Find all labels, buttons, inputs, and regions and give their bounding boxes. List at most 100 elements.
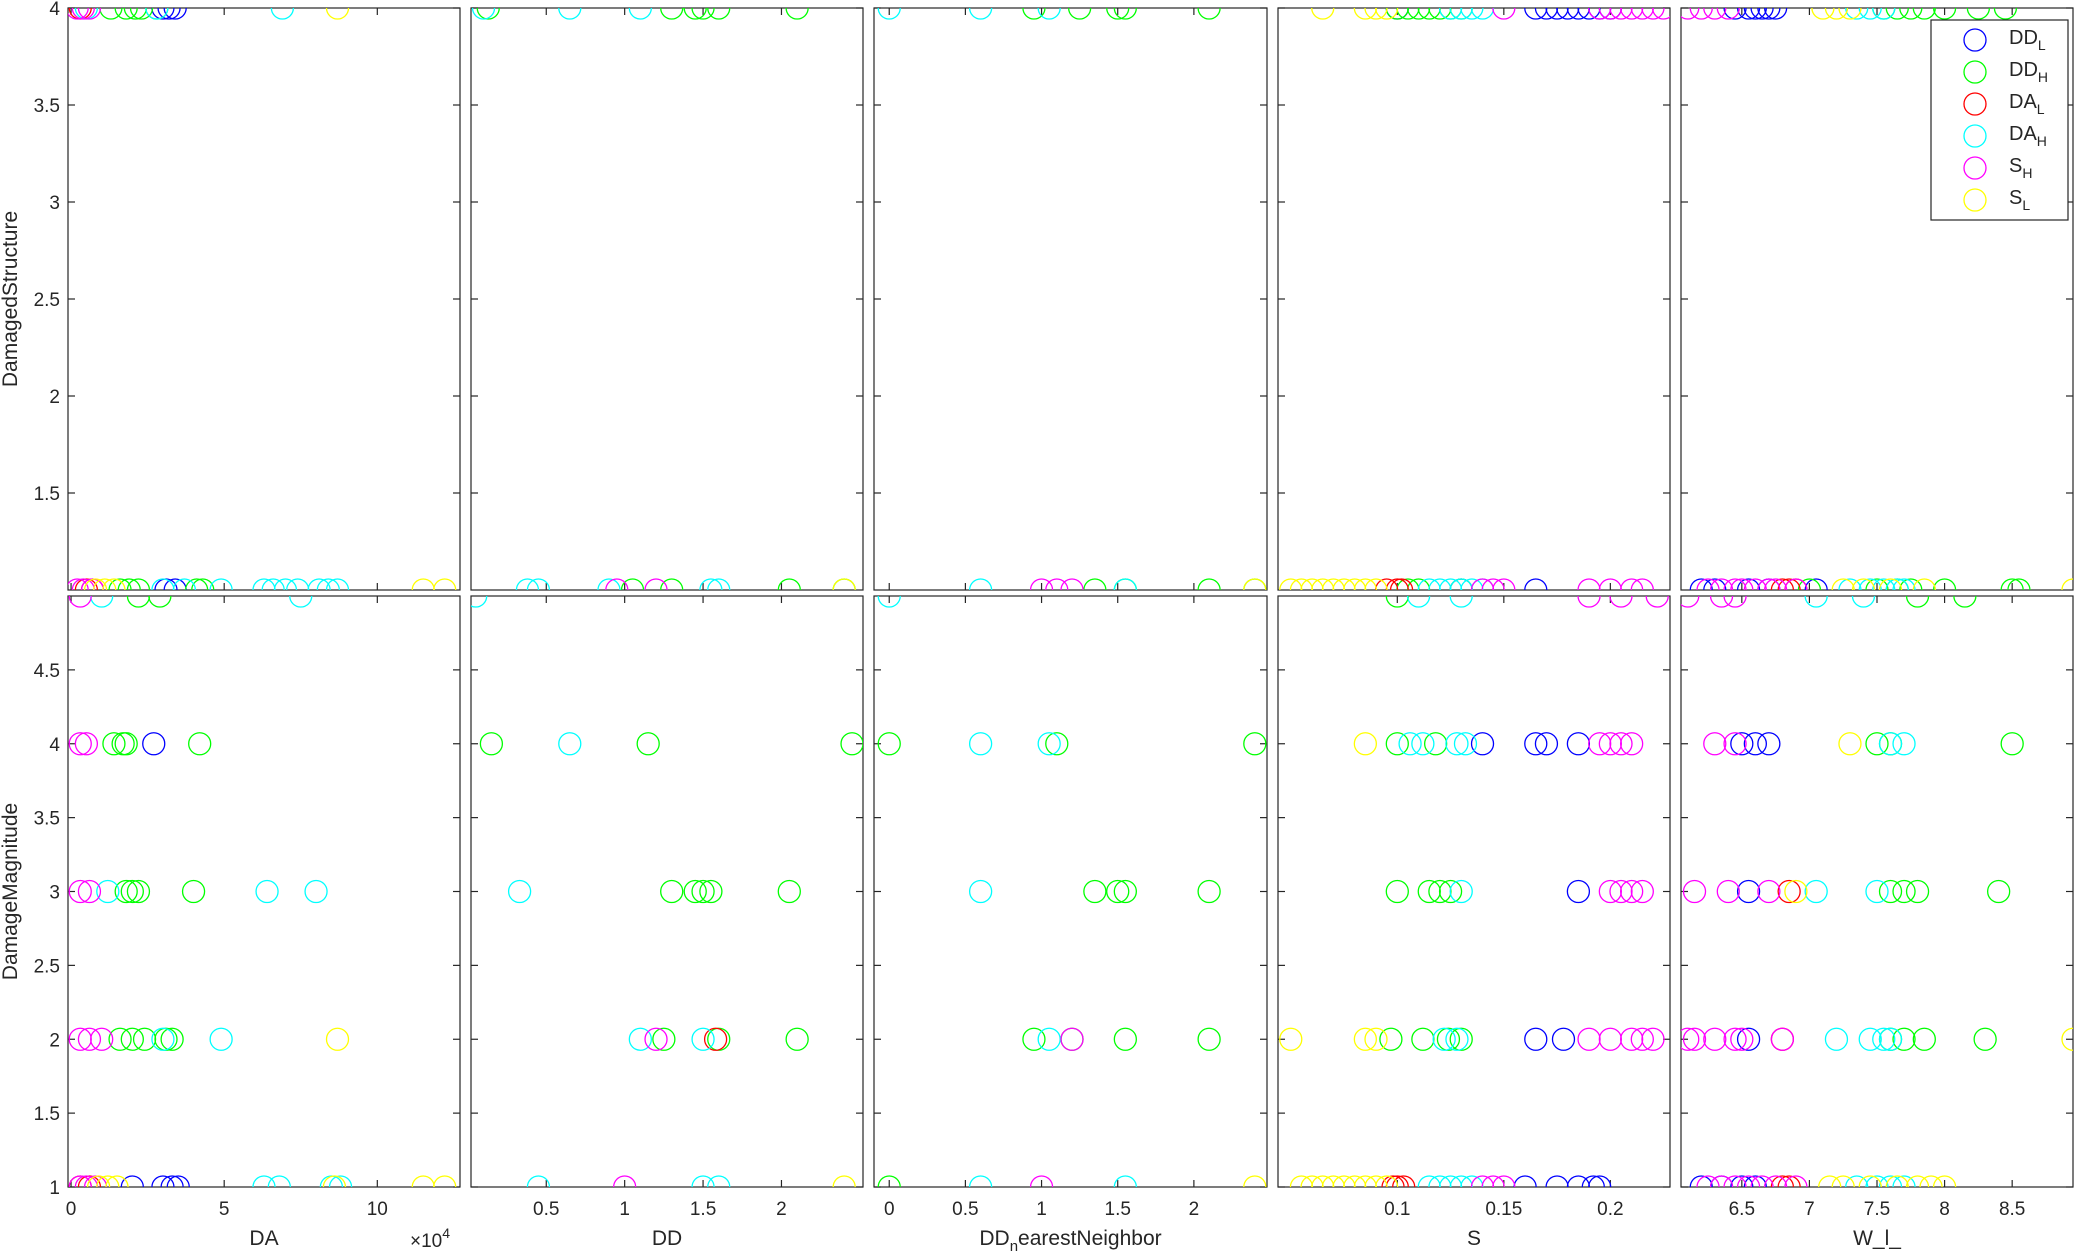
point-dd-h [1912,1027,1936,1051]
y-tick-label: 2 [49,1030,60,1051]
point-da-h [1113,1175,1137,1187]
point-dd-h [660,879,684,904]
point-dd-h [126,578,151,590]
point-dd-l [1743,1175,1767,1187]
point-dd-l [142,732,166,756]
point-dd-h [1417,879,1441,904]
point-s-h [1784,1175,1808,1187]
point-dd-l [1524,8,1548,20]
point-da-h [1878,1175,1903,1187]
point-dd-l [1689,578,1713,590]
point-s-l [86,1175,111,1187]
point-dd-h [699,879,723,904]
point-s-h [1750,1175,1774,1187]
point-da-h [471,596,488,608]
panel-1-4: 6.5 7 7.5 8 8.5 [1680,595,2074,1220]
point-s-h [74,732,99,756]
point-dd-h [1973,1027,1997,1051]
x-tick-label: 1.5 [1105,1199,1131,1220]
panel-frame [470,595,864,1188]
x-tick-label: 7.5 [1864,1199,1890,1220]
point-dd-h [1197,8,1221,20]
point-da-l [1777,578,1801,590]
point-s-l [1824,8,1849,20]
point-dd-h [479,732,504,756]
point-da-h [1804,596,1828,608]
legend-label-dd-l: DDL [2009,27,2046,53]
point-s-l [325,8,350,20]
point-s-l [1932,1175,1957,1187]
point-s-h [1630,879,1654,904]
y-tick-label: 3.5 [34,809,60,830]
point-s-l [1353,578,1377,590]
point-dd-h [1438,879,1463,904]
markers [471,596,863,1187]
markers [877,596,1267,1187]
point-s-l [1332,578,1356,590]
point-da-h [1804,879,1828,904]
point-dd-h [1878,879,1903,904]
point-dd-l [1513,1175,1537,1187]
point-dd-h [620,578,645,590]
point-da-h [968,732,993,756]
point-s-h [1770,1027,1795,1051]
point-dd-h [1396,578,1420,590]
point-dd-h [652,1027,676,1051]
point-dd-h [1113,8,1137,20]
point-s-h [1703,732,1727,756]
point-s-h [71,578,95,590]
y-axis-label: DamagedStructure [0,211,22,387]
point-s-l [1364,8,1388,20]
legend-marker-dd-h [1963,60,1987,84]
point-dd-h [1905,596,1930,608]
point-dd-h [99,8,123,20]
point-dd-h [636,732,660,756]
point-dd-h [120,1027,144,1051]
point-dd-h [1385,879,1409,904]
x-axis-label: S [1467,1227,1481,1250]
point-da-h [1449,879,1473,904]
point-da-h [1858,8,1882,20]
point-dd-l [163,8,187,20]
point-s-l [1300,578,1324,590]
point-s-h [71,8,95,20]
point-dd-l [1723,8,1747,20]
point-da-l [703,1027,728,1051]
point-da-l [1385,578,1409,590]
x-tick-label: 6.5 [1729,1199,1755,1220]
point-dd-h [1385,596,1409,608]
point-s-l [96,1175,120,1187]
point-s-h [1029,1175,1054,1187]
point-dd-h [1045,732,1069,756]
y-tick-label: 4 [49,735,60,756]
y-axis-label: DamageMagnitude [0,803,22,980]
point-da-h [273,578,298,590]
point-dd-h [1396,8,1420,20]
point-dd-l [1551,1027,1576,1051]
point-da-h [1037,8,1061,20]
point-s-h [605,578,629,590]
point-s-h [68,732,92,756]
x-axis-label: DDnearestNeighbor [979,1227,1161,1252]
point-s-h [1641,1027,1665,1051]
point-s-h [68,1175,92,1187]
point-s-h [1630,578,1654,590]
point-dd-l [1577,8,1601,20]
legend-label-da-h: DAH [2009,123,2047,149]
point-dd-l [1730,1175,1754,1187]
point-s-h [68,8,89,20]
point-da-h [1892,732,1916,756]
point-s-h [1641,8,1665,20]
x-tick-label: 1.5 [690,1199,716,1220]
point-dd-h [1379,1027,1403,1051]
point-dd-h [1385,732,1409,756]
point-s-h [1577,578,1601,590]
point-dd-l [163,578,187,590]
panel-1-0: 1 1.5 2 2.5 3 3.5 4 4.5 0 5 10 [34,595,461,1220]
point-s-h [1703,1027,1727,1051]
point-da-l [1375,578,1399,590]
point-da-h [1872,8,1896,20]
point-s-h [644,578,668,590]
point-dd-h [108,1027,132,1051]
